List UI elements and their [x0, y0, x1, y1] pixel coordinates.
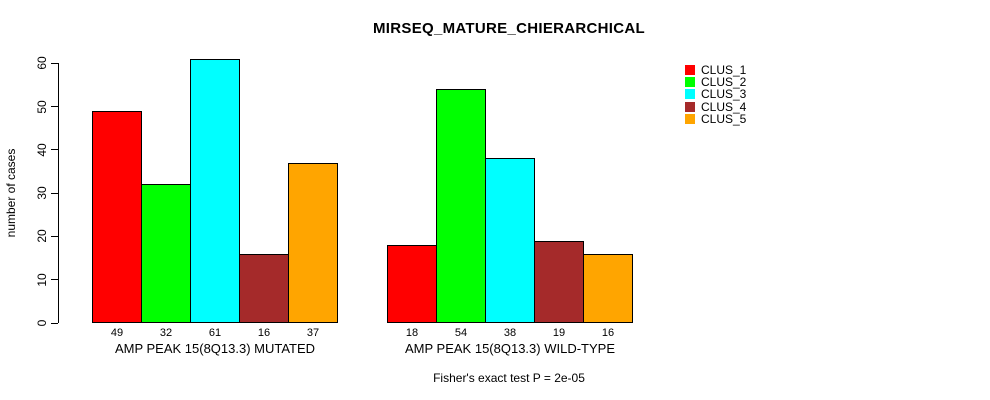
annotation-text: Fisher's exact test P = 2e-05	[433, 371, 585, 385]
legend-swatch	[685, 89, 695, 100]
y-tick-mark	[51, 149, 58, 151]
legend-row: CLUS_2	[685, 76, 746, 88]
legend-label: CLUS_2	[701, 75, 747, 90]
legend: CLUS_1 CLUS_2 CLUS_3 CLUS_4 CLUS_5	[685, 64, 746, 125]
bar-clus_2	[141, 184, 191, 323]
y-tick-label: 30	[35, 186, 49, 200]
legend-swatch	[685, 113, 695, 124]
chart-title: MIRSEQ_MATURE_CHIERARCHICAL	[373, 20, 645, 37]
bar-clus_4	[534, 240, 584, 323]
y-tick-label: 10	[35, 273, 49, 287]
bar-value-label: 16	[601, 327, 615, 339]
bar-value-label: 54	[454, 327, 468, 339]
legend-swatch	[685, 65, 695, 76]
y-tick-mark	[51, 235, 58, 237]
group-label: AMP PEAK 15(8Q13.3) WILD-TYPE	[405, 341, 615, 356]
y-tick-mark	[51, 106, 58, 107]
legend-label: CLUS_5	[701, 111, 747, 126]
bar-value-label: 18	[405, 327, 419, 339]
legend-label: CLUS_4	[701, 99, 747, 114]
y-tick-label: 40	[35, 143, 49, 157]
y-tick-mark	[51, 279, 58, 281]
legend-row: CLUS_1	[685, 64, 746, 76]
y-axis-line	[58, 63, 59, 323]
bar-value-label: 61	[208, 327, 222, 339]
bar-clus_2	[436, 89, 486, 323]
y-tick-mark	[51, 62, 58, 64]
bar-clus_1	[92, 110, 142, 323]
legend-swatch	[685, 77, 695, 88]
y-tick-mark	[51, 192, 58, 194]
legend-label: CLUS_3	[701, 87, 747, 102]
group-label: AMP PEAK 15(8Q13.3) MUTATED	[114, 341, 316, 356]
bar-value-label: 38	[503, 327, 517, 339]
legend-swatch	[685, 101, 695, 112]
bar-clus_1	[387, 245, 437, 323]
legend-label: CLUS_1	[701, 63, 747, 78]
bar-clus_3	[485, 158, 535, 323]
bar-value-label: 16	[257, 327, 271, 339]
y-tick-label: 20	[35, 229, 49, 244]
bar-clus_5	[288, 162, 338, 323]
y-tick-mark	[51, 322, 58, 324]
bar-value-label: 32	[159, 327, 173, 339]
legend-row: CLUS_3	[685, 88, 746, 100]
bar-clus_4	[239, 253, 289, 323]
bar-value-label: 19	[552, 327, 566, 339]
legend-row: CLUS_5	[685, 113, 746, 125]
y-axis-label: number of cases	[4, 148, 18, 238]
bar-clus_3	[190, 58, 240, 323]
bar-value-label: 37	[306, 327, 320, 339]
y-tick-label: 50	[35, 99, 49, 114]
bar-clus_5	[583, 253, 633, 323]
y-tick-label: 0	[35, 319, 49, 327]
y-tick-label: 60	[35, 56, 49, 70]
bar-value-label: 49	[110, 327, 124, 339]
legend-row: CLUS_4	[685, 101, 746, 113]
